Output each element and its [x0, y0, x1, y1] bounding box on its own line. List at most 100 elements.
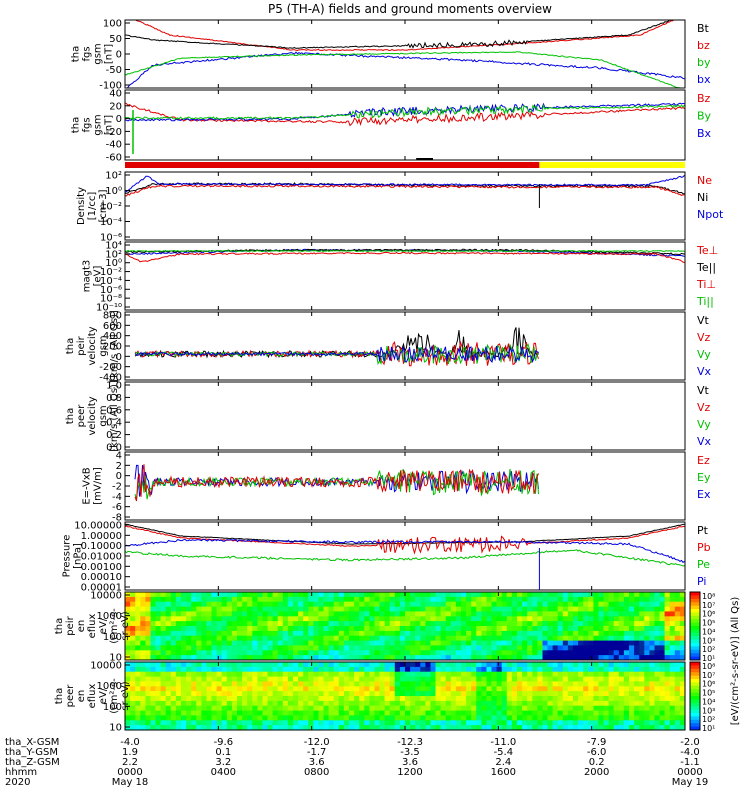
colorbar-tick: 10² [702, 645, 715, 654]
y-tick-label: 10² [105, 249, 122, 260]
legend-pe: Pe [697, 558, 710, 571]
y-tick-label: 1.00000 [81, 531, 122, 542]
y-tick-label: 10000 [90, 591, 122, 602]
colorbar-swatch [690, 636, 700, 641]
y-axis-label-line: peer [65, 684, 76, 708]
y-tick-label: 10² [105, 171, 122, 182]
y-tick-label: -8 [112, 513, 122, 524]
x-axis-row-value: 0800 [304, 767, 329, 778]
legend-vx: Vx [697, 435, 712, 448]
panel-plot-area [125, 175, 685, 208]
y-tick-label: 0.00100 [81, 562, 122, 573]
y-tick-label: -20 [106, 127, 122, 138]
panel-plot-area [125, 662, 685, 730]
colorbar-swatch [690, 692, 700, 697]
y-tick-label: 50 [109, 34, 122, 45]
x-axis-row-value: 3.6 [402, 757, 418, 768]
legend-vt: Vt [697, 314, 710, 327]
y-tick-label: 0 [116, 114, 122, 125]
legend-by: By [697, 110, 712, 123]
y-tick-label: 2 [116, 461, 122, 472]
colorbar-swatch [690, 653, 700, 658]
legend-ex: Ex [697, 488, 711, 501]
x-axis-row-value: 1200 [397, 767, 422, 778]
x-axis-row-value: -11.0 [490, 737, 516, 748]
y-axis-label-line: [km/s (All Qs)] [109, 380, 120, 452]
y-tick-label: 10⁻⁴ [100, 276, 122, 287]
y-tick-label: -6 [112, 502, 122, 513]
y-tick-label: 800 [103, 311, 122, 322]
line-Ti-par [125, 249, 685, 253]
y-axis-label-line: [nT] [104, 115, 115, 135]
panel-peir_vel: 8006004002000-200-400thapeirvelocitygsm[… [65, 310, 712, 383]
x-axis-row-value: 1.9 [122, 747, 138, 758]
y-axis-label: Density[1/cc][cm-3] [76, 187, 109, 225]
line-bx [126, 51, 685, 88]
y-tick-label: 200 [103, 342, 122, 353]
y-tick-label: 10 [109, 723, 122, 734]
y-axis-label-line: tha [71, 117, 82, 133]
y-axis-label: thafgsgsm[nT] [71, 114, 115, 135]
y-tick-label: 10⁰ [105, 186, 122, 197]
colorbar-swatch [690, 605, 700, 610]
y-tick-label: 10⁻¹⁰ [96, 303, 122, 314]
y-tick-label: 10⁻⁶ [100, 233, 122, 244]
colorbar-swatch [690, 615, 700, 620]
mode-bar-yellow [539, 162, 685, 168]
x-axis-row-value: -4.0 [680, 747, 700, 758]
legend-pt: Pt [697, 524, 709, 537]
y-tick-label: -100 [99, 81, 122, 92]
y-axis-label-line: fgs [82, 117, 93, 132]
y-axis-label-line: eflux [87, 614, 98, 639]
colorbar-tick: 10² [702, 715, 715, 724]
x-axis-row-value: 2.2 [122, 757, 138, 768]
line-Pt [125, 523, 685, 545]
x-axis-row-value: -12.3 [397, 737, 423, 748]
y-tick-label: 100 [103, 19, 122, 30]
y-tick-label: -200 [99, 362, 122, 373]
colorbar-swatch [690, 709, 700, 714]
y-axis-label-line: Pressure [62, 535, 73, 578]
y-tick-label: 400 [103, 331, 122, 342]
colorbar-swatch [690, 699, 700, 704]
legend-ez: Ez [697, 454, 710, 467]
y-tick-label: 10⁻² [100, 202, 122, 213]
y-tick-label: -2 [112, 482, 122, 493]
x-axis-row-value: -6.0 [587, 747, 607, 758]
panel-efield: 420-2-4-6-8 E=-VxB[mV/m] Ez Ey Ex [82, 451, 711, 524]
x-axis-row-label: hhmm [5, 767, 37, 778]
y-tick-label: 10⁻⁸ [100, 294, 122, 305]
colorbar-swatch [690, 612, 700, 617]
panel-frame [124, 311, 686, 381]
x-axis-row-label: tha_Z-GSM [5, 757, 60, 768]
y-axis-label-line: [eV] [93, 266, 104, 287]
colorbar-swatch [690, 702, 700, 707]
colorbar-tick: 10⁴ [702, 627, 715, 636]
colorbar-swatch [690, 619, 700, 624]
y-tick-label: -4 [112, 492, 122, 503]
legend-bz: Bz [697, 92, 711, 105]
y-axis-label-line: tha [65, 338, 76, 354]
colorbar-tick: 10⁸ [702, 662, 715, 671]
colorbar-tick: 10¹ [702, 724, 715, 733]
line-Te-perp [125, 251, 685, 263]
panel-frame [124, 521, 686, 591]
y-axis-label-line: [mV/m] [93, 467, 104, 505]
colorbar-swatch [690, 632, 700, 637]
line-Ez [134, 464, 539, 502]
y-tick-label: 0 [116, 50, 122, 61]
legend-te⊥: Te⊥ [696, 244, 718, 257]
y-axis-label-line: velocity [87, 326, 98, 365]
panel-frame [124, 381, 686, 451]
y-axis-label-line: velocity [87, 396, 98, 435]
y-axis-label-line: eV/ [98, 687, 109, 704]
x-axis-row-value: -3.5 [400, 747, 420, 758]
colorbar-swatch [690, 668, 700, 673]
x-axis-row-value: 0000 [117, 767, 142, 778]
colorbar-swatch [690, 713, 700, 717]
colorbar-swatch [690, 689, 700, 694]
legend-bx: bx [697, 73, 711, 86]
legend-ti||: Ti|| [696, 295, 714, 308]
y-tick-label: 100 [103, 632, 122, 643]
